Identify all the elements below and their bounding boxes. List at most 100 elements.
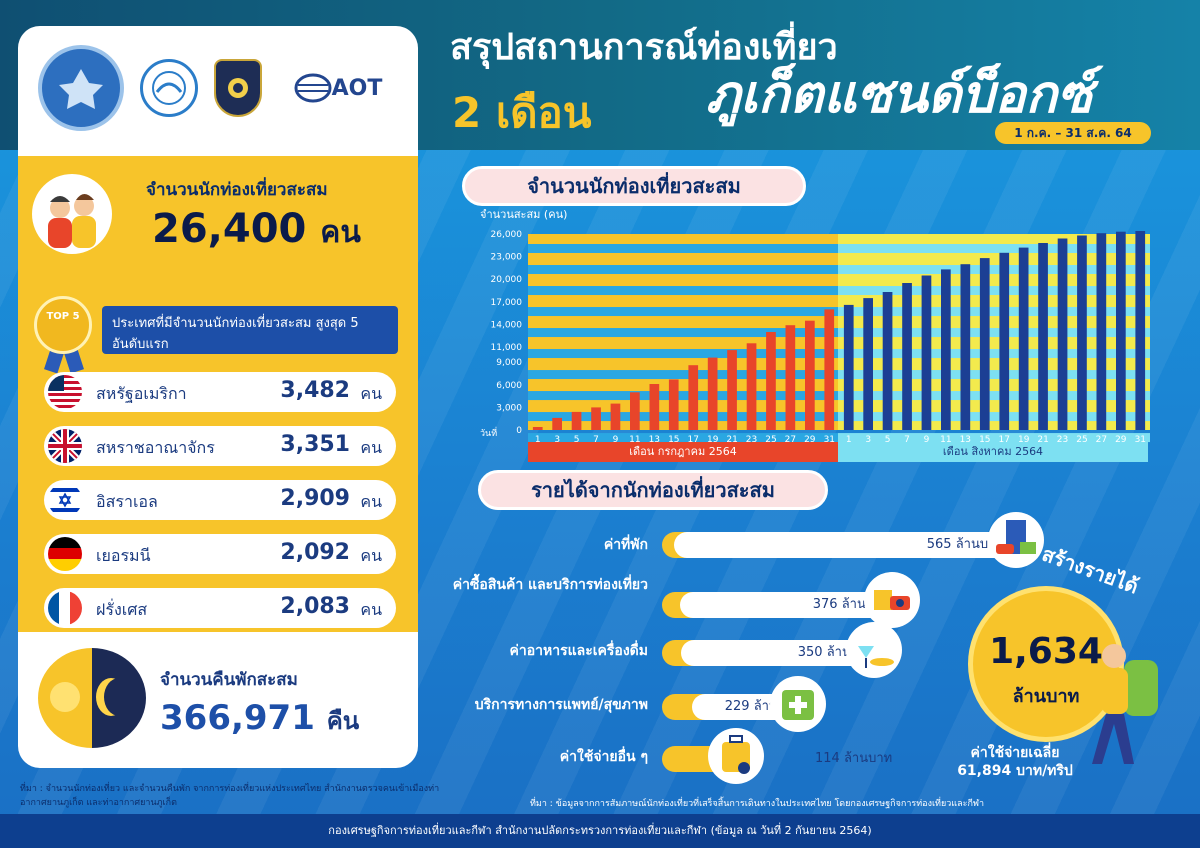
left-panel: AOT จำนวนนักท่องเที่ยวสะสม 26,400 คน TOP… bbox=[18, 26, 418, 768]
plot-band bbox=[838, 265, 1150, 275]
country-row: ฝรั่งเศส 2,083 คน bbox=[44, 588, 396, 628]
date-range-badge: 1 ก.ค. – 31 ส.ค. 64 bbox=[995, 122, 1151, 144]
total-revenue-unit: ล้านบาท bbox=[1012, 686, 1080, 707]
title-months: 2 เดือน bbox=[452, 88, 592, 137]
bar-august bbox=[1077, 235, 1087, 430]
hotel-icon bbox=[988, 512, 1044, 568]
revenue-value: 565 ล้านบาท bbox=[674, 532, 1022, 558]
plot-band bbox=[528, 433, 838, 443]
country-name: สหราชอาณาจักร bbox=[96, 438, 215, 457]
bar-august bbox=[1116, 231, 1126, 430]
bar-july bbox=[805, 320, 815, 430]
bar-august bbox=[863, 298, 873, 430]
revenue-label: บริการทางการแพทย์/สุขภาพ bbox=[474, 697, 648, 713]
x-tick-label: 19 bbox=[707, 435, 719, 445]
y-tick-label: 17,000 bbox=[491, 298, 523, 308]
cumulative-tourists-chart: จำนวนสะสม (คน) วันที่ 03,0006,0009,00011… bbox=[480, 208, 1150, 445]
y-tick-label: 23,000 bbox=[491, 253, 523, 263]
y-tick-label: 14,000 bbox=[491, 320, 523, 330]
ministry-seal-logo bbox=[38, 45, 124, 131]
tourists-number: 26,400 bbox=[152, 206, 307, 252]
plot-band bbox=[838, 433, 1150, 443]
x-tick-label: 21 bbox=[726, 435, 737, 445]
bar-august bbox=[1038, 243, 1048, 430]
plot-band bbox=[528, 349, 838, 359]
footer: กองเศรษฐกิจการท่องเที่ยวและกีฬา สำนักงาน… bbox=[0, 814, 1200, 848]
bar-august bbox=[979, 258, 990, 430]
country-unit: คน bbox=[360, 600, 382, 619]
x-tick-label: 1 bbox=[846, 435, 852, 445]
country-count: 2,083 bbox=[280, 594, 350, 619]
total-revenue-badge: 1,634 ล้านบาท bbox=[968, 586, 1124, 742]
plot-band bbox=[838, 370, 1150, 380]
sun-half bbox=[38, 648, 92, 748]
france-flag-icon bbox=[48, 591, 82, 625]
nights-number: 366,971 bbox=[160, 698, 315, 738]
x-axis-label: วันที่ bbox=[480, 426, 497, 439]
x-tick-label: 11 bbox=[940, 435, 951, 445]
country-name: สหรัฐอเมริกา bbox=[96, 384, 187, 403]
bar-august bbox=[1057, 238, 1068, 430]
x-tick-label: 21 bbox=[1037, 435, 1048, 445]
x-tick-label: 13 bbox=[960, 435, 971, 445]
plot-band bbox=[528, 391, 838, 401]
x-tick-label: 15 bbox=[668, 435, 679, 445]
revenue-section-title: รายได้จากนักท่องเที่ยวสะสม bbox=[478, 470, 828, 510]
plot-band bbox=[528, 328, 838, 338]
x-tick-label: 29 bbox=[804, 435, 816, 445]
nights-label: จำนวนคืนพักสะสม bbox=[160, 670, 298, 690]
traveler-illustration bbox=[1080, 640, 1170, 770]
bar-july bbox=[688, 365, 699, 430]
average-spend-value: 61,894 บาท/ทริป bbox=[957, 763, 1073, 779]
july-legend-bar: เดือน กรกฎาคม 2564 bbox=[528, 442, 838, 462]
y-tick-label: 11,000 bbox=[491, 343, 523, 353]
tourists-value: 26,400 คน bbox=[152, 206, 361, 256]
plot-band bbox=[838, 286, 1150, 296]
x-tick-label: 11 bbox=[629, 435, 640, 445]
revenue-value: 114 ล้านบาท bbox=[815, 751, 893, 766]
x-tick-label: 23 bbox=[1057, 435, 1068, 445]
y-tick-label: 26,000 bbox=[491, 230, 523, 240]
bar-july bbox=[727, 350, 737, 430]
bar-july bbox=[532, 427, 543, 430]
country-row: อิสราเอล 2,909 คน bbox=[44, 480, 396, 520]
y-tick-label: 0 bbox=[516, 426, 522, 436]
august-legend-bar: เดือน สิงหาคม 2564 bbox=[838, 442, 1148, 462]
plot-band bbox=[838, 328, 1150, 338]
plot-band bbox=[528, 307, 838, 317]
israel-flag-icon bbox=[48, 483, 82, 517]
plot-band bbox=[838, 391, 1150, 401]
tourist-summary-block: จำนวนนักท่องเที่ยวสะสม 26,400 คน TOP 5 ป… bbox=[18, 156, 418, 632]
bar-august bbox=[1018, 247, 1029, 430]
x-tick-label: 1 bbox=[535, 435, 541, 445]
aot-logo-text: AOT bbox=[331, 75, 383, 101]
x-tick-label: 31 bbox=[1135, 435, 1146, 445]
usa-flag-icon bbox=[48, 375, 82, 409]
nights-unit: คืน bbox=[326, 707, 360, 735]
page-title: สรุปสถานการณ์ท่องเที่ยว bbox=[450, 27, 838, 68]
average-spend: ค่าใช้จ่ายเฉลี่ย 61,894 บาท/ทริป bbox=[940, 744, 1090, 780]
bar-july bbox=[571, 411, 582, 430]
x-tick-label: 15 bbox=[979, 435, 990, 445]
logo-row: AOT bbox=[18, 26, 418, 150]
country-name: อิสราเอล bbox=[96, 492, 158, 511]
bar-july bbox=[610, 403, 621, 430]
country-count: 3,351 bbox=[280, 432, 350, 457]
x-tick-label: 23 bbox=[746, 435, 757, 445]
plot-band bbox=[528, 412, 838, 422]
shopping-icon bbox=[864, 572, 920, 628]
country-row: เยอรมนี 2,092 คน bbox=[44, 534, 396, 574]
revenue-label: ค่าซื้อสินค้า และบริการท่องเที่ยว bbox=[452, 577, 648, 593]
plot-band bbox=[528, 265, 838, 275]
x-tick-label: 7 bbox=[593, 435, 599, 445]
bar-july bbox=[824, 309, 835, 430]
country-count: 3,482 bbox=[280, 378, 350, 403]
country-count: 2,092 bbox=[280, 540, 350, 565]
source-note-right: ที่มา : ข้อมูลจากการสัมภาษณ์นักท่องเที่ย… bbox=[530, 799, 985, 809]
bar-july bbox=[766, 332, 776, 430]
source-note-left: ที่มา : จำนวนนักท่องเที่ยว และจำนวนคืนพั… bbox=[20, 784, 440, 808]
top5-badge-text: TOP 5 bbox=[46, 311, 80, 322]
x-tick-label: 25 bbox=[1076, 435, 1087, 445]
germany-flag-icon bbox=[48, 537, 82, 571]
bar-july bbox=[552, 417, 562, 430]
